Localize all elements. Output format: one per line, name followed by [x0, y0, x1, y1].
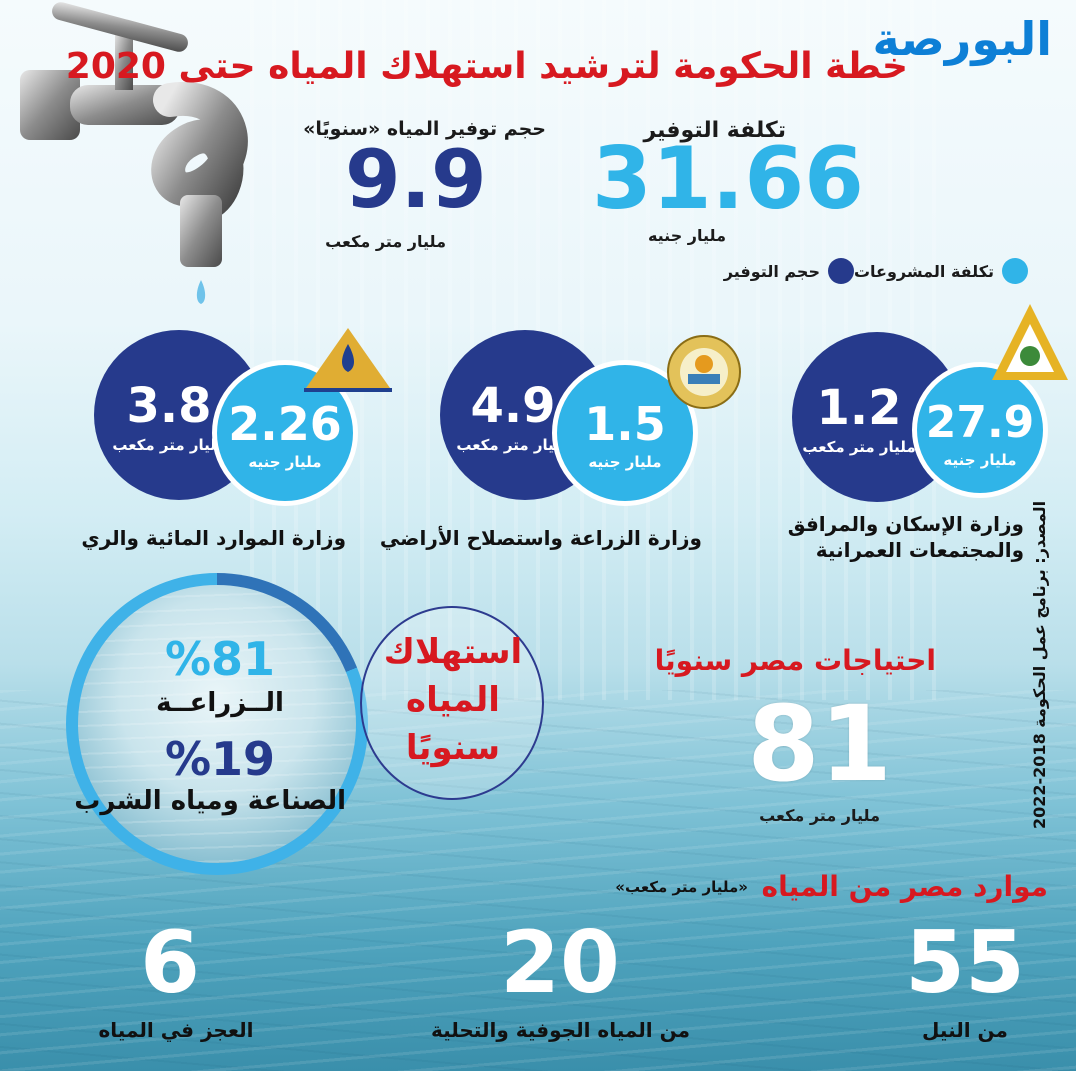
legend-volume-label: حجم التوفير: [723, 262, 820, 281]
page-title: خطة الحكومة لترشيد استهلاك المياه حتى 20…: [65, 46, 908, 87]
housing-volume-value: 1.2: [816, 380, 902, 436]
savings-cost-label: تكلفة التوفير: [643, 118, 786, 143]
consumption-title-circle: [360, 606, 544, 800]
consumption-ring-inner: [78, 585, 356, 863]
savings-cost-value: 31.66: [592, 129, 865, 229]
consumption-title-line3: سنويًا: [405, 728, 501, 768]
resource-groundwater-label: من المياه الجوفية والتحلية: [430, 1018, 690, 1042]
resource-nile-value: 55: [905, 913, 1025, 1013]
needs-unit: مليار متر مكعب: [759, 806, 880, 825]
housing-cost-circle: 27.9 مليار جنيه: [912, 362, 1048, 498]
legend-cost-dot: [1002, 258, 1028, 284]
resource-groundwater-value: 20: [500, 913, 620, 1013]
housing-ministry-emblem: [992, 304, 1068, 380]
housing-ministry-name-line2: والمجتمعات العمرانية: [815, 538, 1024, 562]
water-cost-unit: مليار جنيه: [248, 453, 322, 471]
industry-share-label: الصناعة ومياه الشرب: [74, 786, 346, 816]
consumption-ring: [66, 573, 368, 875]
water-cost-value: 2.26: [228, 397, 342, 451]
source-note: المصدر: برنامج عمل الحكومة 2018-2022: [1030, 500, 1049, 830]
agriculture-share-label: الــزراعــة: [156, 688, 284, 718]
consumption-title-line1: استهلاك: [383, 632, 523, 672]
consumption-title-line2: المياه: [406, 680, 500, 720]
resource-nile-label: من النيل: [922, 1018, 1008, 1042]
water-volume-unit: مليار متر مكعب: [112, 436, 226, 454]
resources-label: موارد مصر من المياه: [761, 870, 1048, 903]
agriculture-ministry-emblem: [667, 335, 741, 409]
needs-label: احتياجات مصر سنويًا: [654, 644, 936, 677]
resources-unit-note: «مليار متر مكعب»: [615, 878, 748, 896]
needs-value: 81: [747, 683, 892, 805]
agriculture-volume-unit: مليار متر مكعب: [456, 436, 570, 454]
agriculture-percentage: %81: [164, 632, 276, 686]
water-volume-value: 3.8: [126, 378, 212, 434]
savings-cost-unit: مليار جنيه: [647, 226, 726, 245]
resource-deficit-label: العجز في المياه: [98, 1018, 254, 1042]
savings-volume-unit: مليار متر مكعب: [325, 232, 446, 251]
legend-volume-dot: [828, 258, 854, 284]
resource-deficit-value: 6: [140, 913, 200, 1013]
knotted-faucet-illustration: [20, 2, 248, 304]
water-ministry-name: وزارة الموارد المائية والري: [81, 526, 346, 550]
agriculture-ministry-name: وزارة الزراعة واستصلاح الأراضي: [379, 526, 702, 550]
industry-percentage: %19: [164, 732, 276, 786]
housing-ministry-name: وزارة الإسكان والمرافق: [787, 512, 1024, 536]
housing-cost-value: 27.9: [925, 397, 1035, 448]
savings-volume-label: حجم توفير المياه «سنويًا»: [303, 118, 546, 140]
brand-logo-text: البورصة: [872, 12, 1053, 66]
legend-cost-label: تكلفة المشروعات: [853, 262, 994, 281]
brand-logo: البورصة: [873, 10, 1060, 68]
agriculture-cost-value: 1.5: [584, 397, 666, 451]
water-ministry-emblem: [304, 328, 392, 392]
savings-volume-value: 9.9: [345, 133, 487, 226]
housing-volume-unit: مليار متر مكعب: [802, 438, 916, 456]
housing-cost-unit: مليار جنيه: [943, 451, 1017, 469]
agriculture-volume-value: 4.9: [470, 378, 556, 434]
agriculture-cost-unit: مليار جنيه: [588, 453, 662, 471]
